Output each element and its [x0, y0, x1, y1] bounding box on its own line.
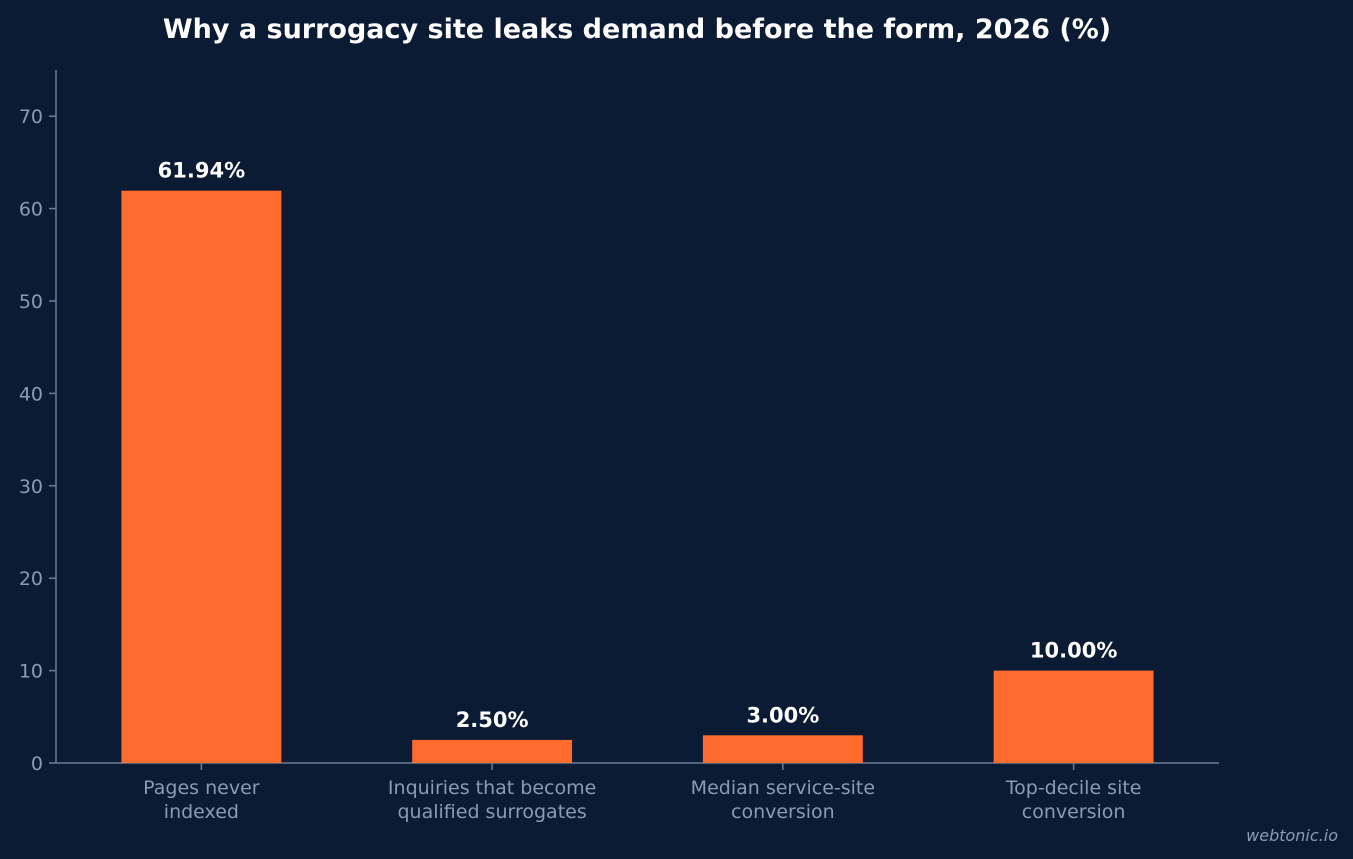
x-tick-label: qualified surrogates	[398, 801, 587, 823]
y-tick-label: 10	[19, 661, 43, 683]
x-tick-label: conversion	[731, 801, 835, 823]
x-tick-label: Top-decile site	[1005, 777, 1142, 799]
y-tick-label: 20	[19, 568, 43, 590]
x-tick-label: Median service-site	[691, 777, 875, 799]
bar	[993, 670, 1154, 763]
x-tick-label: conversion	[1022, 801, 1126, 823]
chart-title: Why a surrogacy site leaks demand before…	[163, 14, 1111, 45]
y-tick-label: 50	[19, 291, 43, 313]
y-tick-label: 0	[31, 753, 43, 775]
x-tick-label: indexed	[164, 801, 239, 823]
watermark-text: webtonic.io	[1246, 826, 1338, 845]
bar-value-label: 3.00%	[746, 703, 819, 727]
x-tick-label: Inquiries that become	[388, 777, 596, 799]
x-tick-label: Pages never	[143, 777, 260, 799]
y-tick-label: 30	[19, 476, 43, 498]
bar	[121, 190, 282, 764]
y-tick-label: 70	[19, 106, 43, 128]
bar-value-label: 10.00%	[1030, 639, 1117, 663]
y-tick-label: 60	[19, 199, 43, 221]
bars	[121, 190, 1154, 764]
bar	[702, 735, 863, 763]
y-tick-label: 40	[19, 383, 43, 405]
bar	[412, 739, 573, 763]
bar-value-label: 61.94%	[158, 159, 245, 183]
bar-value-label: 2.50%	[456, 708, 529, 732]
